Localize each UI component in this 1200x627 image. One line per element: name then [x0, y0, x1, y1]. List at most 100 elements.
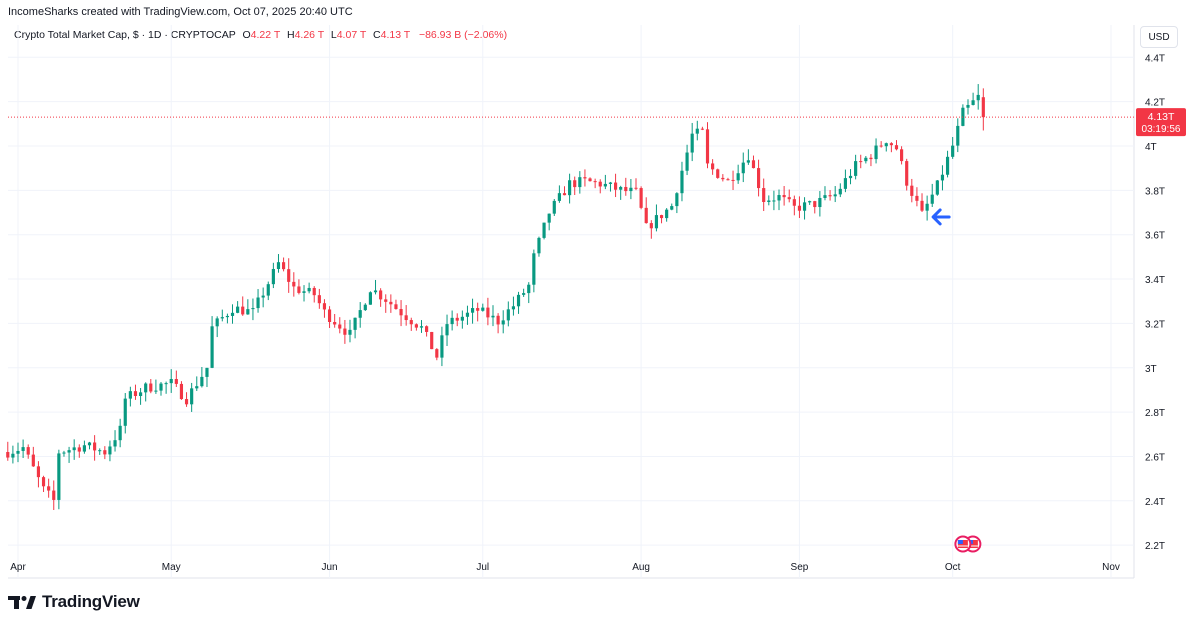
candle-body[interactable]	[956, 125, 960, 146]
candle-body[interactable]	[598, 181, 602, 187]
candle-body[interactable]	[470, 308, 475, 313]
candle-body[interactable]	[854, 161, 858, 176]
candle-body[interactable]	[649, 223, 653, 229]
candle-body[interactable]	[665, 209, 669, 219]
candle-body[interactable]	[966, 104, 970, 108]
candle-body[interactable]	[568, 180, 572, 196]
candle-body[interactable]	[496, 315, 500, 325]
candle-body[interactable]	[746, 160, 750, 163]
candle-body[interactable]	[317, 295, 321, 304]
candle-body[interactable]	[915, 195, 919, 201]
candle-body[interactable]	[307, 287, 311, 292]
arrow-left-icon[interactable]	[931, 208, 951, 226]
candle-body[interactable]	[57, 453, 61, 500]
candle-body[interactable]	[900, 149, 904, 162]
candle-body[interactable]	[312, 287, 316, 296]
candle-body[interactable]	[680, 170, 684, 194]
candle-body[interactable]	[399, 309, 403, 316]
candle-body[interactable]	[404, 315, 408, 321]
currency-button[interactable]: USD	[1140, 26, 1178, 48]
candle-body[interactable]	[169, 379, 173, 384]
candle-body[interactable]	[670, 206, 674, 210]
candle-body[interactable]	[772, 200, 776, 202]
candle-body[interactable]	[47, 486, 51, 491]
candle-body[interactable]	[450, 317, 454, 325]
candle-body[interactable]	[731, 179, 735, 181]
candle-body[interactable]	[82, 445, 86, 452]
candle-body[interactable]	[588, 178, 592, 182]
candle-body[interactable]	[195, 386, 199, 389]
candle-body[interactable]	[848, 175, 853, 179]
candle-body[interactable]	[654, 215, 659, 229]
candle-body[interactable]	[506, 309, 510, 321]
candle-body[interactable]	[481, 307, 485, 311]
candle-body[interactable]	[236, 306, 240, 313]
candle-body[interactable]	[813, 201, 817, 208]
candle-body[interactable]	[935, 180, 939, 195]
candle-body[interactable]	[389, 301, 393, 305]
candle-body[interactable]	[476, 308, 480, 311]
candle-body[interactable]	[802, 202, 807, 211]
candle-body[interactable]	[981, 97, 985, 118]
candle-body[interactable]	[910, 185, 914, 196]
candle-body[interactable]	[149, 383, 153, 392]
candle-body[interactable]	[16, 450, 20, 454]
candle-body[interactable]	[675, 193, 679, 207]
candle-body[interactable]	[11, 453, 15, 458]
candle-body[interactable]	[971, 100, 975, 105]
candle-body[interactable]	[394, 304, 398, 310]
candle-body[interactable]	[716, 169, 720, 178]
candle-body[interactable]	[945, 156, 950, 175]
candle-body[interactable]	[282, 262, 286, 270]
candle-body[interactable]	[292, 281, 296, 287]
candle-body[interactable]	[925, 203, 929, 211]
candle-body[interactable]	[241, 306, 245, 315]
candle-body[interactable]	[859, 161, 863, 163]
candle-body[interactable]	[266, 284, 270, 296]
candle-body[interactable]	[343, 328, 347, 335]
candle-body[interactable]	[333, 322, 337, 325]
candle-body[interactable]	[797, 205, 802, 211]
candle-body[interactable]	[225, 315, 229, 318]
candle-body[interactable]	[685, 152, 689, 171]
candle-body[interactable]	[287, 269, 291, 282]
candle-body[interactable]	[634, 187, 638, 189]
candle-body[interactable]	[363, 304, 367, 311]
candle-body[interactable]	[327, 309, 332, 323]
candle-body[interactable]	[31, 454, 35, 467]
candle-body[interactable]	[455, 317, 459, 321]
candle-body[interactable]	[87, 442, 92, 446]
candle-body[interactable]	[833, 194, 837, 197]
candle-body[interactable]	[200, 376, 204, 387]
candle-body[interactable]	[700, 128, 704, 130]
candle-body[interactable]	[864, 157, 868, 162]
candle-body[interactable]	[787, 197, 791, 200]
candle-body[interactable]	[215, 318, 219, 327]
candle-body[interactable]	[736, 173, 740, 181]
candle-body[interactable]	[230, 312, 235, 316]
candle-body[interactable]	[573, 180, 577, 188]
candle-body[interactable]	[41, 477, 46, 487]
candle-body[interactable]	[368, 292, 372, 305]
candle-body[interactable]	[174, 379, 178, 384]
candle-body[interactable]	[322, 303, 327, 310]
candle-body[interactable]	[644, 207, 648, 224]
candle-body[interactable]	[419, 326, 424, 328]
candle-body[interactable]	[67, 450, 71, 453]
candle-body[interactable]	[93, 442, 97, 451]
candle-body[interactable]	[542, 222, 546, 238]
candle-body[interactable]	[440, 335, 444, 358]
candle-body[interactable]	[379, 290, 383, 300]
candle-body[interactable]	[302, 291, 306, 293]
candle-body[interactable]	[782, 195, 786, 198]
candle-body[interactable]	[128, 391, 132, 399]
candle-body[interactable]	[603, 183, 607, 187]
candle-body[interactable]	[547, 213, 551, 223]
candle-body[interactable]	[889, 143, 893, 146]
candle-body[interactable]	[562, 193, 567, 196]
candle-body[interactable]	[976, 94, 980, 101]
candle-body[interactable]	[138, 392, 143, 397]
candle-body[interactable]	[593, 181, 597, 183]
candle-body[interactable]	[838, 188, 842, 195]
